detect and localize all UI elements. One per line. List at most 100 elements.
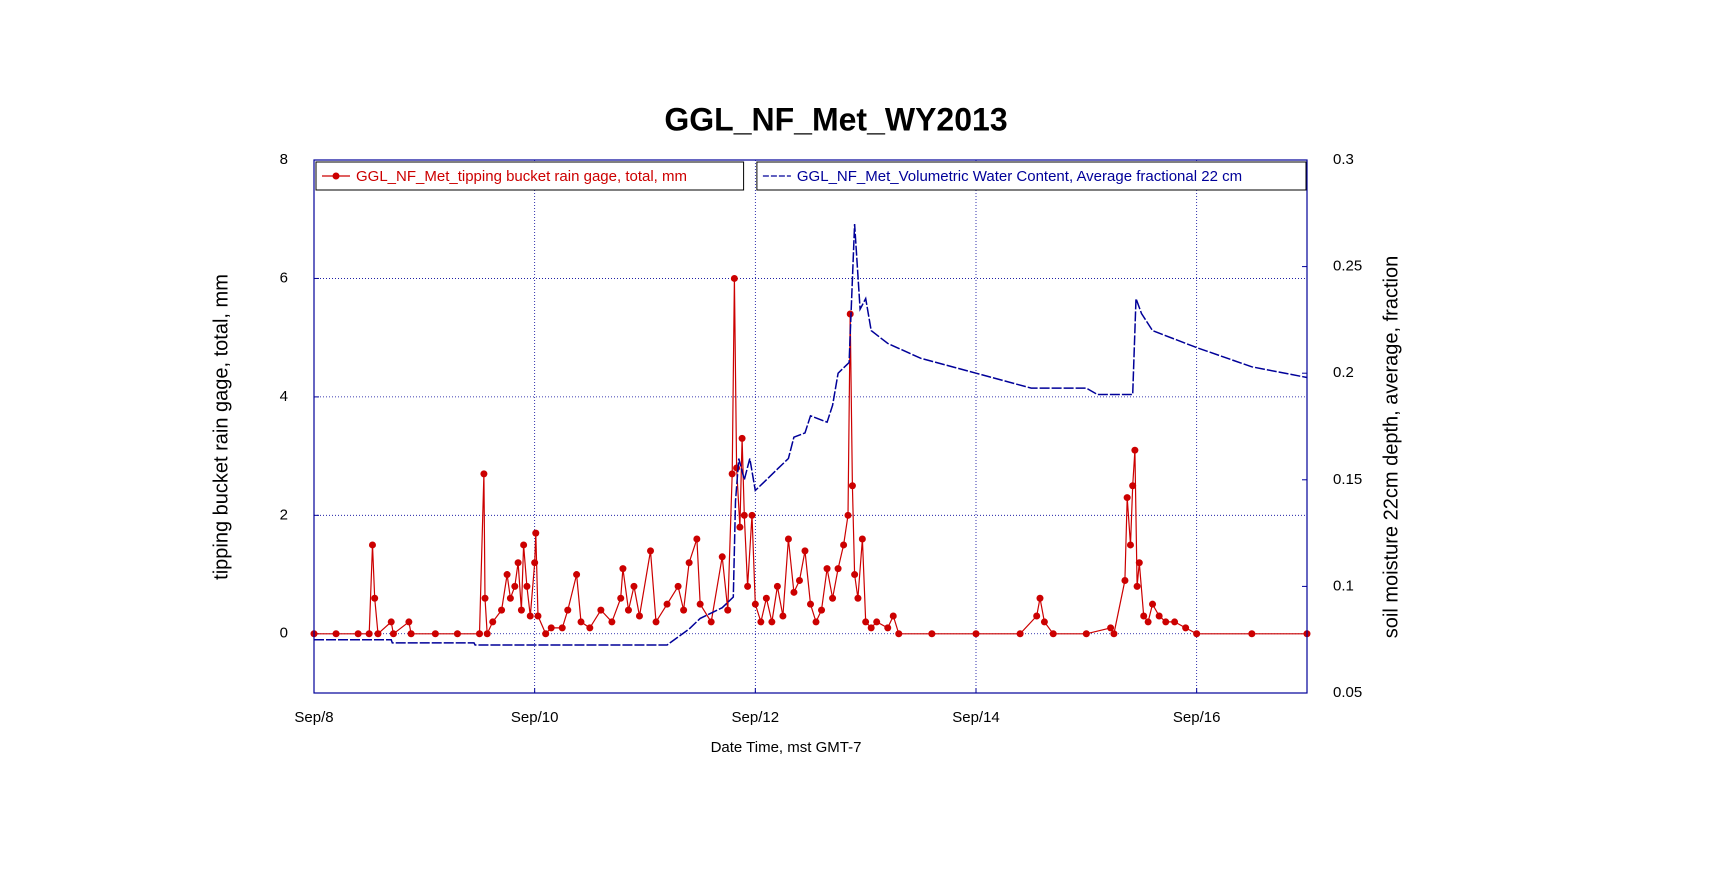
data-point [635,612,643,620]
data-point [834,565,842,573]
data-point [730,274,738,282]
legend-box [315,161,745,191]
data-point [740,511,748,519]
x-tick-label: Sep/14 [952,709,1000,726]
data-point [707,618,715,626]
data-point [365,630,373,638]
data-point [511,582,519,590]
data-point [1123,494,1131,502]
data-point [696,600,704,608]
data-point [389,630,397,638]
series-line [314,223,1308,646]
data-point [1193,630,1201,638]
data-point [851,571,859,579]
data-point [354,630,362,638]
data-point [558,624,566,632]
legend-label: GGL_NF_Met_tipping bucket rain gage, tot… [356,168,687,185]
data-point [387,618,395,626]
data-point [480,470,488,478]
data-point [517,606,525,614]
data-point [1110,630,1118,638]
data-point [617,594,625,602]
data-point [680,606,688,614]
x-tick-label: Sep/16 [1173,709,1221,726]
data-point [619,565,627,573]
data-point [1149,600,1157,608]
data-point [928,630,936,638]
data-point [848,482,856,490]
data-point [506,594,514,602]
data-point [840,541,848,549]
x-axis-label: Date Time, mst GMT-7 [711,739,862,756]
data-point [564,606,572,614]
data-point [790,588,798,596]
data-point [884,624,892,632]
data-point [647,547,655,555]
data-point [854,594,862,602]
data-point [663,600,671,608]
data-point [630,582,638,590]
data-point [724,606,732,614]
data-point [586,624,594,632]
y2-tick-label: 0.1 [1333,577,1354,594]
x-tick-label: Sep/10 [511,709,559,726]
legend-marker [332,172,340,180]
x-tick-label: Sep/8 [294,709,333,726]
data-point [534,612,542,620]
data-point [597,606,605,614]
data-point [1171,618,1179,626]
data-point [407,630,415,638]
y-tick-label: 6 [280,269,288,286]
y2-tick-label: 0.25 [1333,258,1362,275]
y2-axis-label: soil moisture 22cm depth, average, fract… [1380,256,1402,638]
data-point [762,594,770,602]
data-point [498,606,506,614]
data-point [547,624,555,632]
y-axis-label: tipping bucket rain gage, total, mm [210,274,232,580]
data-point [1162,618,1170,626]
data-point [862,618,870,626]
data-point [744,582,752,590]
data-point [483,630,491,638]
data-point [1126,541,1134,549]
y2-tick-label: 0.05 [1333,684,1362,701]
data-point [1033,612,1041,620]
data-point [1155,612,1163,620]
legend-label: GGL_NF_Met_Volumetric Water Content, Ave… [797,168,1242,185]
data-point [693,535,701,543]
y2-tick-label: 0.2 [1333,364,1354,381]
data-point [718,553,726,561]
data-point [873,618,881,626]
y2-tick-label: 0.15 [1333,471,1362,488]
data-point [858,535,866,543]
data-point [829,594,837,602]
plot-frame [313,159,1308,694]
data-point [895,630,903,638]
data-point [733,464,741,472]
data-point [503,571,511,579]
data-point [431,630,439,638]
y-tick-label: 8 [280,151,288,168]
data-point [1133,582,1141,590]
data-point [768,618,776,626]
data-point [801,547,809,555]
data-point [818,606,826,614]
data-point [736,523,744,531]
x-tick-label: Sep/12 [732,709,780,726]
data-point [1036,594,1044,602]
data-point [1129,482,1137,490]
data-point [523,582,531,590]
data-point [489,618,497,626]
y-tick-label: 0 [280,625,288,642]
data-point [1135,559,1143,567]
data-point [368,541,376,549]
data-point [332,630,340,638]
data-point [453,630,461,638]
data-point [608,618,616,626]
data-point [577,618,585,626]
y-tick-label: 2 [280,506,288,523]
data-point [1248,630,1256,638]
data-point [573,571,581,579]
data-point [1040,618,1048,626]
data-point [728,470,736,478]
